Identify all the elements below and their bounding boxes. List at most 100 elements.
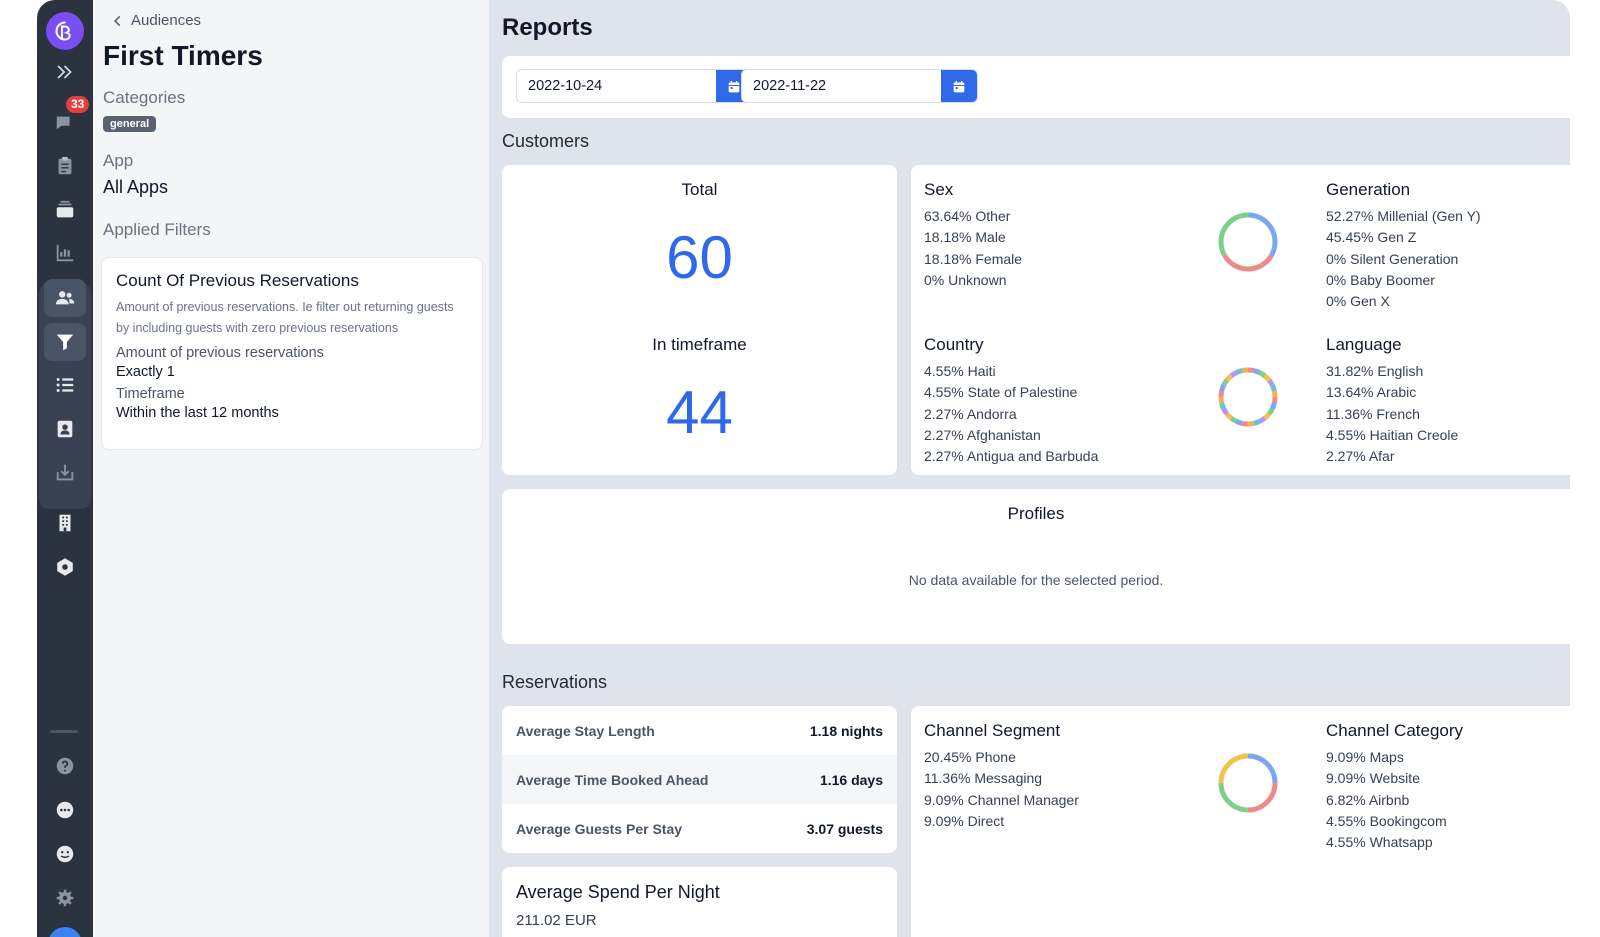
clipboard-icon — [58, 156, 72, 175]
donut-segment — [1218, 367, 1278, 427]
in-timeframe-value: 44 — [666, 379, 733, 446]
country-item: 4.55% Haiti — [924, 363, 996, 379]
channel-segment-donut-chart — [1218, 753, 1278, 813]
nav-properties[interactable] — [44, 504, 86, 542]
filter-card[interactable]: Count Of Previous Reservations Amount of… — [101, 257, 483, 450]
end-date-input[interactable]: 2022-11-22 — [741, 69, 978, 103]
calendar-icon — [728, 81, 740, 93]
sex-list: 63.64% Other 18.18% Male 18.18% Female 0… — [924, 206, 1022, 291]
country-item: 2.27% Antigua and Barbuda — [924, 448, 1099, 465]
nav-analytics[interactable] — [44, 234, 86, 272]
average-spend-card: Average Spend Per Night 211.02 EUR — [502, 867, 897, 937]
hexagon-icon — [57, 558, 73, 576]
language-item: 31.82% English — [1326, 363, 1424, 379]
stat-row: Average Guests Per Stay 3.07 guests — [502, 804, 897, 853]
donut-segment — [1218, 367, 1278, 427]
double-chevron-right-icon — [57, 65, 72, 79]
language-item: 13.64% Arabic — [1326, 384, 1417, 401]
channel-segment-list: 20.45% Phone 11.36% Messaging 9.09% Chan… — [924, 747, 1079, 832]
end-date-value: 2022-11-22 — [753, 78, 827, 94]
reservations-section-title: Reservations — [502, 672, 608, 692]
end-date-picker-button[interactable] — [941, 70, 977, 102]
categories-label: Categories — [103, 88, 186, 107]
demographics-card: Sex 63.64% Other 18.18% Male 18.18% Fema… — [911, 165, 1570, 475]
stat-row: Average Time Booked Ahead 1.16 days — [502, 755, 897, 804]
nav-contacts[interactable] — [44, 410, 86, 448]
app-value: All Apps — [103, 177, 169, 197]
filter-description: Amount of previous reservations. Ie filt… — [116, 300, 454, 335]
nav-conversations[interactable]: 33 — [44, 96, 90, 142]
stat-value: 3.07 guests — [806, 820, 883, 837]
users-icon — [55, 291, 75, 305]
total-value: 60 — [666, 224, 733, 291]
back-to-audiences-link[interactable]: Audiences — [111, 12, 201, 29]
calendar-icon — [953, 81, 965, 93]
channel-segment-item: 9.09% Direct — [924, 812, 1005, 829]
gear-icon — [56, 889, 74, 907]
back-link-label: Audiences — [131, 12, 202, 29]
help-icon — [56, 757, 74, 775]
nav-integrations[interactable] — [44, 548, 86, 586]
nav-lists[interactable] — [44, 366, 86, 404]
nav-import[interactable] — [44, 454, 86, 492]
country-item: 2.27% Afghanistan — [924, 426, 1041, 443]
list-icon — [56, 378, 74, 392]
sex-item: 0% Unknown — [924, 271, 1007, 288]
audience-title: First Timers — [103, 40, 263, 71]
channel-segment-title: Channel Segment — [924, 721, 1061, 740]
channels-card: Channel Segment 20.45% Phone 11.36% Mess… — [911, 706, 1570, 937]
rail-divider — [50, 730, 78, 733]
app-window: 33 — [37, 0, 1570, 937]
generation-list: 52.27% Millenial (Gen Y) 45.45% Gen Z 0%… — [1326, 206, 1481, 312]
donut-segment — [1218, 753, 1278, 813]
building-icon — [59, 514, 71, 532]
chevron-left-icon — [114, 15, 121, 26]
category-tag: general — [103, 116, 157, 132]
stat-label: Average Time Booked Ahead — [516, 771, 709, 788]
filter-icon — [56, 334, 74, 351]
help-button[interactable] — [44, 747, 86, 785]
filter-title: Count Of Previous Reservations — [116, 271, 359, 290]
total-label: Total — [681, 180, 718, 199]
filter-timeframe-value: Within the last 12 months — [116, 405, 279, 421]
app-logo[interactable] — [46, 12, 84, 50]
channel-segment-item: 20.45% Phone — [924, 749, 1016, 765]
language-title: Language — [1326, 335, 1402, 354]
profiles-card: Profiles No data available for the selec… — [502, 489, 1570, 644]
language-item: 11.36% French — [1326, 405, 1420, 422]
generation-item: 0% Gen X — [1326, 293, 1390, 310]
generation-item: 0% Silent Generation — [1326, 250, 1459, 267]
nav-tasks[interactable] — [44, 147, 86, 185]
country-donut-chart — [1218, 367, 1278, 427]
donut-segment — [1218, 367, 1278, 427]
sex-item: 18.18% Female — [924, 250, 1023, 267]
sex-item: 18.18% Male — [924, 229, 1006, 246]
page-title: Reports — [502, 14, 593, 41]
nav-filters[interactable] — [44, 323, 86, 361]
nav-audiences[interactable] — [44, 279, 86, 317]
generation-title: Generation — [1326, 180, 1411, 199]
stat-row: Average Stay Length 1.18 nights — [502, 706, 897, 755]
customer-totals-card: Total 60 In timeframe 44 — [502, 165, 897, 475]
nav-inbox[interactable] — [44, 191, 86, 229]
sex-title: Sex — [924, 180, 954, 199]
settings-button[interactable] — [44, 879, 86, 917]
expand-nav-button[interactable] — [44, 53, 86, 91]
donut-segment — [1218, 212, 1278, 272]
channel-category-list: 9.09% Maps 9.09% Website 6.82% Airbnb 4.… — [1326, 747, 1447, 853]
user-avatar[interactable] — [48, 927, 82, 937]
audience-panel: Audiences First Timers Categories genera… — [93, 0, 489, 937]
chat-support-button[interactable] — [44, 791, 86, 829]
generation-item: 52.27% Millenial (Gen Y) — [1326, 208, 1481, 224]
feedback-button[interactable] — [44, 835, 86, 873]
applied-filters-label: Applied Filters — [103, 220, 211, 239]
donut-segment — [1218, 367, 1278, 427]
start-date-input[interactable]: 2022-10-24 — [516, 69, 753, 103]
filter-timeframe-label: Timeframe — [116, 386, 185, 402]
language-item: 4.55% Haitian Creole — [1326, 426, 1459, 443]
conversations-badge: 33 — [66, 96, 90, 113]
chat-bubble-icon — [56, 801, 74, 819]
date-range-bar: 2022-10-24 2022-11-22 — [502, 56, 1570, 118]
channel-segment-item: 9.09% Channel Manager — [924, 791, 1079, 808]
app-label: App — [103, 151, 134, 170]
